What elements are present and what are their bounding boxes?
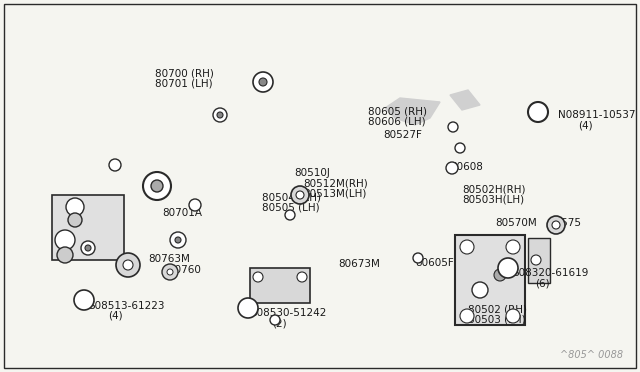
Circle shape <box>167 269 173 275</box>
Text: 80510J: 80510J <box>294 168 330 178</box>
Text: 80527F: 80527F <box>383 130 422 140</box>
Text: 80701 (LH): 80701 (LH) <box>155 78 212 88</box>
Circle shape <box>297 272 307 282</box>
Bar <box>528 238 550 283</box>
Polygon shape <box>385 98 440 125</box>
Circle shape <box>66 198 84 216</box>
Text: S08513-61223: S08513-61223 <box>88 301 164 311</box>
Bar <box>455 235 525 325</box>
Text: 80502 (RH): 80502 (RH) <box>468 305 527 315</box>
Circle shape <box>57 247 73 263</box>
Circle shape <box>291 186 309 204</box>
Circle shape <box>506 309 520 323</box>
Circle shape <box>74 290 94 310</box>
Circle shape <box>123 260 133 270</box>
Circle shape <box>296 191 304 199</box>
Text: (6): (6) <box>535 278 550 288</box>
Text: 80503 (LH): 80503 (LH) <box>468 315 525 325</box>
Text: S08530-51242: S08530-51242 <box>250 308 326 318</box>
Text: (4): (4) <box>108 311 123 321</box>
Text: 80502H(RH): 80502H(RH) <box>462 185 525 195</box>
Circle shape <box>448 122 458 132</box>
Circle shape <box>498 258 518 278</box>
Circle shape <box>446 162 458 174</box>
Text: 80503H(LH): 80503H(LH) <box>462 195 524 205</box>
Text: S: S <box>506 263 511 273</box>
Bar <box>250 268 310 303</box>
Text: (2): (2) <box>272 318 287 328</box>
Polygon shape <box>450 90 480 110</box>
Circle shape <box>506 240 520 254</box>
Circle shape <box>460 240 474 254</box>
Text: 80605 (RH): 80605 (RH) <box>368 106 427 116</box>
Text: 80512M(RH): 80512M(RH) <box>303 178 368 188</box>
Text: 80505 (LH): 80505 (LH) <box>262 203 319 213</box>
Circle shape <box>162 264 178 280</box>
Text: 80763M: 80763M <box>148 254 190 264</box>
Circle shape <box>413 253 423 263</box>
Text: ^805^ 0088: ^805^ 0088 <box>560 350 623 360</box>
Text: 80608: 80608 <box>450 162 483 172</box>
Circle shape <box>528 102 548 122</box>
Circle shape <box>552 221 560 229</box>
Circle shape <box>531 255 541 265</box>
Text: 80513M(LH): 80513M(LH) <box>303 188 366 198</box>
Circle shape <box>55 230 75 250</box>
Circle shape <box>238 298 258 318</box>
Circle shape <box>285 210 295 220</box>
Text: 80700 (RH): 80700 (RH) <box>155 68 214 78</box>
Circle shape <box>270 315 280 325</box>
Text: S08320-61619: S08320-61619 <box>512 268 588 278</box>
Circle shape <box>494 269 506 281</box>
Text: S: S <box>81 295 86 305</box>
Circle shape <box>259 78 267 86</box>
Text: 80605F: 80605F <box>415 258 454 268</box>
Circle shape <box>253 272 263 282</box>
Circle shape <box>217 112 223 118</box>
Text: (4): (4) <box>578 120 593 130</box>
Text: 80570M: 80570M <box>495 218 537 228</box>
Text: N08911-10537: N08911-10537 <box>558 110 636 120</box>
Circle shape <box>547 216 565 234</box>
Text: 80701A: 80701A <box>162 208 202 218</box>
Text: 80504 (RH): 80504 (RH) <box>262 193 321 203</box>
Circle shape <box>213 108 227 122</box>
Circle shape <box>81 241 95 255</box>
Text: 80673M: 80673M <box>338 259 380 269</box>
Circle shape <box>143 172 171 200</box>
Circle shape <box>68 213 82 227</box>
Circle shape <box>109 159 121 171</box>
Polygon shape <box>55 83 275 283</box>
Circle shape <box>116 253 140 277</box>
Circle shape <box>455 143 465 153</box>
Text: 80575: 80575 <box>548 218 581 228</box>
Text: 80606 (LH): 80606 (LH) <box>368 116 426 126</box>
Text: N: N <box>535 108 541 116</box>
Text: S: S <box>245 304 251 312</box>
Circle shape <box>189 199 201 211</box>
Bar <box>52 195 124 260</box>
Circle shape <box>175 237 181 243</box>
Text: 80760: 80760 <box>168 265 201 275</box>
Circle shape <box>170 232 186 248</box>
Circle shape <box>253 72 273 92</box>
Circle shape <box>151 180 163 192</box>
Circle shape <box>85 245 91 251</box>
Circle shape <box>460 309 474 323</box>
Circle shape <box>472 282 488 298</box>
Polygon shape <box>50 82 245 279</box>
